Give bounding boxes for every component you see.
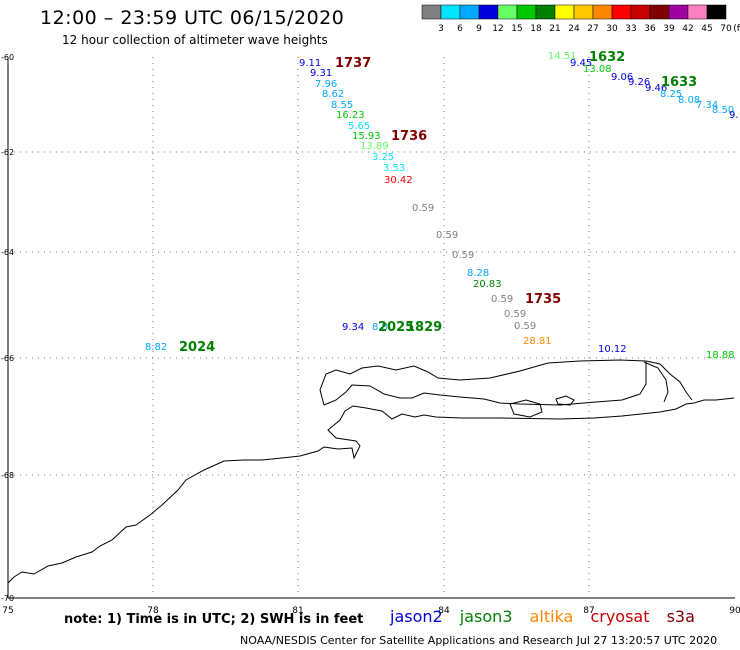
lon-tick-label: 81 xyxy=(292,606,303,616)
sat-jason3: jason3 xyxy=(459,607,513,626)
observation-labels: 9.119.317.968.628.5516.235.6515.9313.893… xyxy=(145,51,739,361)
island-1 xyxy=(509,399,543,418)
swh-observation: 14.51 xyxy=(548,51,577,62)
footer-credit: NOAA/NESDIS Center for Satellite Applica… xyxy=(240,634,718,647)
swh-observation: 16.23 xyxy=(336,110,365,121)
lat-lon-grid: 75 78 81 84 87 90 -60 -62 -64 -66 -68 -70 xyxy=(1,53,740,616)
swh-observation: 9.34 xyxy=(342,322,364,333)
swh-observation: 8.28 xyxy=(467,268,489,279)
sat-altika: altika xyxy=(529,607,574,626)
swh-observation: 18.88 xyxy=(706,350,735,361)
lon-tick-label: 84 xyxy=(438,606,450,616)
swh-observation: 7.96 xyxy=(315,79,337,90)
lat-tick-label: -62 xyxy=(1,148,14,157)
map-subtitle: 12 hour collection of altimeter wave hei… xyxy=(62,33,328,47)
coastline-north xyxy=(319,359,693,406)
swh-observation: 8.55 xyxy=(331,100,353,111)
sat-jason2: jason2 xyxy=(390,607,443,626)
swh-observation: 8.50 xyxy=(712,105,734,116)
swh-observation: 9.45 xyxy=(570,58,592,69)
swh-observation: 15.93 xyxy=(352,131,381,142)
swh-observation: 0.59 xyxy=(436,230,458,241)
swh-observation: 8.8 xyxy=(372,322,388,333)
scale-value: 33 xyxy=(625,24,636,34)
scale-value: 12 xyxy=(492,24,503,34)
satellite-legend: jason2 jason3 altika cryosat s3a xyxy=(390,607,707,626)
scale-value: 70 xyxy=(720,24,732,34)
coastline xyxy=(7,397,735,584)
swh-observation: 0.59 xyxy=(491,294,513,305)
pass-time-label: 1737 xyxy=(335,56,371,71)
swh-observation: 9.46 xyxy=(645,83,667,94)
lat-tick-label: -70 xyxy=(1,594,14,603)
scale-value: 3 xyxy=(438,24,444,34)
swh-observation: 8.25 xyxy=(660,89,682,100)
lon-tick-label: 90 xyxy=(729,606,740,616)
scale-value: 21 xyxy=(549,24,560,34)
glacier-tongue xyxy=(643,361,669,403)
swh-observation: 13.89 xyxy=(360,141,389,152)
scale-value: 24 xyxy=(568,24,580,34)
swh-observation: 8.08 xyxy=(678,95,700,106)
swh-observation: 5.65 xyxy=(348,121,370,132)
swh-observation: 30.42 xyxy=(384,175,413,186)
swh-observation: 0.59 xyxy=(504,309,526,320)
island-2 xyxy=(555,395,575,406)
swh-observation: 10.12 xyxy=(598,344,627,355)
swh-observation: 9.11 xyxy=(299,58,321,69)
lat-tick-label: -66 xyxy=(1,354,14,363)
pass-time-label: 1829 xyxy=(406,320,442,335)
swh-observation: 28.81 xyxy=(523,336,552,347)
scale-unit: (ft) xyxy=(733,24,740,34)
swh-observation: 0.59 xyxy=(514,321,536,332)
swh-observation: 9.26 xyxy=(628,77,650,88)
pass-time-label: 1735 xyxy=(525,292,561,307)
map-title: 12:00 – 23:59 UTC 06/15/2020 xyxy=(40,7,345,29)
scale-value: 36 xyxy=(644,24,656,34)
scale-value: 9 xyxy=(476,24,482,34)
scale-value: 39 xyxy=(663,24,675,34)
scale-value: 18 xyxy=(530,24,542,34)
pass-time-label: 1632 xyxy=(589,50,625,65)
swh-observation: 0.59 xyxy=(412,203,434,214)
inland-line xyxy=(323,362,647,406)
lat-tick-label: -60 xyxy=(1,53,14,62)
swh-observation: 8.82 xyxy=(145,342,167,353)
swh-observation: 3.25 xyxy=(372,152,394,163)
lon-tick-label: 87 xyxy=(583,606,594,616)
pass-time-label: 1633 xyxy=(661,75,697,90)
swh-observation: 8.62 xyxy=(322,89,344,100)
footer-note: note: 1) Time is in UTC; 2) SWH is in fe… xyxy=(64,612,364,627)
scale-value: 45 xyxy=(701,24,712,34)
swh-observation: 20.83 xyxy=(473,279,502,290)
scale-value: 42 xyxy=(682,24,693,34)
pass-time-label: 2024 xyxy=(179,340,215,355)
swh-observation: 3.53 xyxy=(383,163,405,174)
lon-tick-label: 75 xyxy=(2,606,13,616)
sat-cryosat: cryosat xyxy=(590,607,650,626)
scale-swatch xyxy=(706,4,727,20)
swh-observation: 7.34 xyxy=(696,100,718,111)
scale-value: 15 xyxy=(511,24,522,34)
pass-time-label: 2025 xyxy=(378,320,414,335)
swh-observation: 9. xyxy=(729,110,739,121)
swh-observation: 13.08 xyxy=(583,64,612,75)
pass-time-label: 1736 xyxy=(391,129,427,144)
scale-value: 27 xyxy=(587,24,598,34)
lon-tick-label: 78 xyxy=(147,606,159,616)
lat-tick-label: -64 xyxy=(1,248,14,257)
scale-value: 6 xyxy=(457,24,463,34)
swh-observation: 0.59 xyxy=(452,250,474,261)
sat-s3a: s3a xyxy=(666,607,695,626)
lat-tick-label: -68 xyxy=(1,471,14,480)
swh-observation: 9.31 xyxy=(310,68,332,79)
scale-value: 30 xyxy=(606,24,618,34)
swh-observation: 9.06 xyxy=(611,72,633,83)
